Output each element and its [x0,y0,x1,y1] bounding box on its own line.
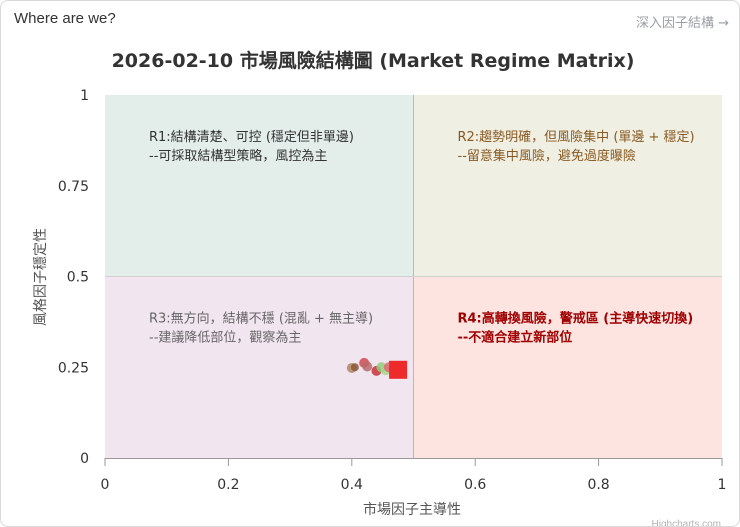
y-tick-label: 0.5 [67,270,89,286]
quadrant-r2-area [413,95,722,277]
y-tick-label: 0.75 [58,179,89,195]
credits-text[interactable]: Highcharts.com [651,519,721,527]
factor-structure-link[interactable]: 深入因子結構 → [635,16,729,31]
quadrant-r4-label: R4:高轉換風險，警戒區 (主導快速切換) [458,311,694,327]
quadrant-layer: R1:結構清楚、可控 (穩定但非單邊) --可採取結構型策略，風控為主 R2:趨勢明… [105,95,722,458]
x-tick-label: 0.8 [587,477,609,493]
quadrant-r1-advice: --可採取結構型策略，風控為主 [149,148,327,164]
quadrant-r1-label: R1:結構清楚、可控 (穩定但非單邊) [149,130,354,145]
quadrant-r4-advice: --不適合建立新部位 [458,330,573,346]
quadrant-r2-advice: --留意集中風險，避免過度曝險 [458,148,636,164]
quadrant-r4-area [413,276,722,458]
points-layer [346,357,408,379]
quadrant-r1-area [105,95,414,277]
history-point [362,361,373,372]
quadrant-r3-advice: --建議降低部位，觀察為主 [149,330,301,346]
x-axis-title: 市場因子主導性 [363,501,461,518]
y-tick-label: 1 [80,88,89,104]
quadrant-r2-label: R2:趨勢明確，但風險集中 (單邊 + 穩定) [458,129,695,145]
x-tick-label: 0.4 [341,477,363,493]
x-tick-label: 0 [101,477,110,493]
card-title: Where are we? [14,10,116,27]
x-tick-label: 0.2 [217,477,239,493]
current-regime-marker [389,360,408,379]
y-tick-label: 0.25 [58,360,89,376]
x-tick-label: 0.6 [464,477,486,493]
chart-title: 2026-02-10 市場風險結構圖 (Market Regime Matrix… [112,49,635,72]
quadrant-r3-label: R3:無方向，結構不穩 (混亂 + 無主導) [149,311,373,327]
axes-layer: 0 0.2 0.4 0.6 0.8 1 0 0.25 0.5 0.75 1 [58,88,727,493]
history-point [350,363,359,372]
x-tick-label: 1 [718,477,727,493]
y-axis-title: 風格因子穩定性 [33,228,49,326]
y-tick-label: 0 [80,451,89,467]
